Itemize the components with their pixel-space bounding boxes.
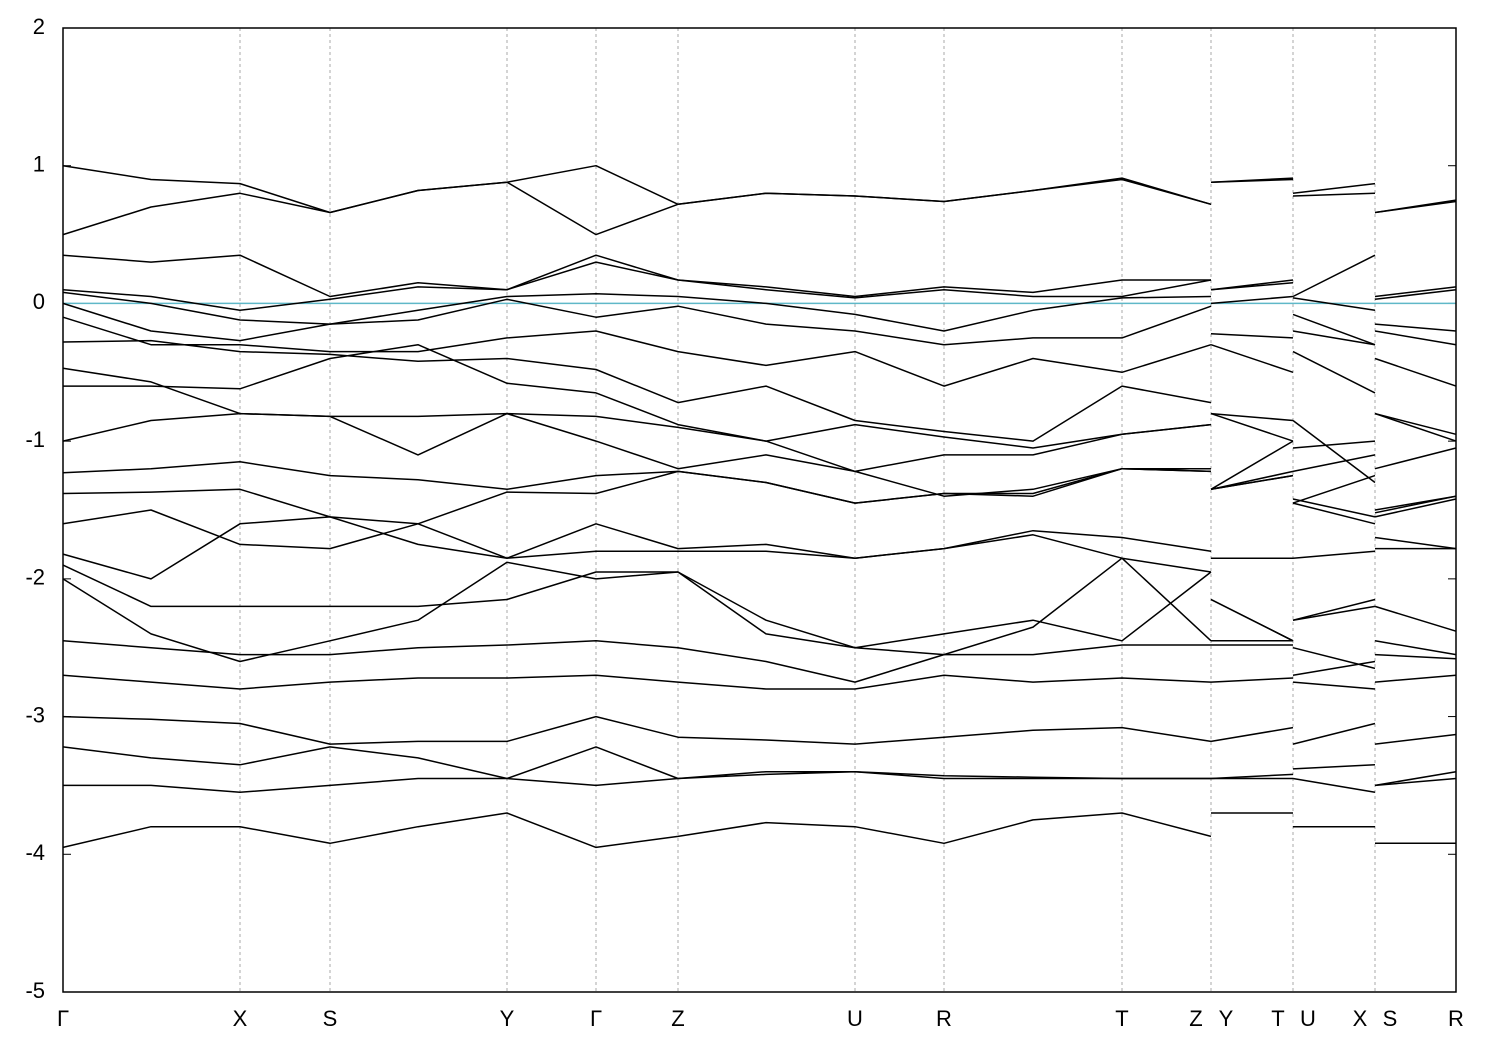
x-tick-label: Y bbox=[1219, 1006, 1234, 1031]
x-tick-label: X bbox=[233, 1006, 248, 1031]
band bbox=[63, 770, 1457, 794]
plot-frame bbox=[62, 27, 1457, 993]
x-tick-label: X bbox=[1353, 1006, 1368, 1031]
band bbox=[62, 461, 1457, 525]
band bbox=[62, 291, 1457, 346]
band bbox=[63, 343, 1457, 449]
y-tick-label: -4 bbox=[25, 840, 45, 865]
x-tick-label: Z bbox=[671, 1006, 684, 1031]
y-tick-label: 1 bbox=[33, 152, 45, 177]
y-tick-label: -2 bbox=[25, 565, 45, 590]
band bbox=[62, 339, 1457, 484]
x-tick-label: U bbox=[847, 1006, 863, 1031]
band bbox=[62, 164, 1457, 214]
y-tick-label: 2 bbox=[33, 14, 45, 39]
x-tick-label: S bbox=[323, 1006, 338, 1031]
band bbox=[62, 516, 1457, 642]
x-tick-label: T bbox=[1271, 1006, 1284, 1031]
x-tick-label: T bbox=[1115, 1006, 1128, 1031]
y-tick-label: 0 bbox=[33, 289, 45, 314]
x-tick-label: Γ bbox=[57, 1006, 69, 1031]
band bbox=[62, 261, 1457, 312]
band bbox=[62, 746, 1457, 787]
band bbox=[62, 674, 1457, 690]
x-tick-label: S bbox=[1383, 1006, 1398, 1031]
band bbox=[62, 640, 1457, 683]
y-tick-label: -3 bbox=[25, 702, 45, 727]
x-tick-label: R bbox=[1448, 1006, 1464, 1031]
band bbox=[62, 178, 1457, 236]
band bbox=[62, 557, 1457, 670]
band bbox=[62, 564, 1457, 649]
y-tick-label: -5 bbox=[25, 978, 45, 1003]
y-tick-label: -1 bbox=[25, 427, 45, 452]
band bbox=[62, 298, 1457, 346]
band bbox=[62, 812, 1456, 849]
band bbox=[62, 412, 1457, 511]
x-tick-label: Γ bbox=[590, 1006, 602, 1031]
band bbox=[62, 715, 1457, 745]
x-tick-label: Y bbox=[500, 1006, 515, 1031]
band bbox=[62, 467, 1457, 525]
x-tick-label: U bbox=[1300, 1006, 1316, 1031]
x-tick-label: R bbox=[936, 1006, 952, 1031]
band bbox=[62, 367, 1457, 490]
band bbox=[62, 509, 1456, 559]
band bbox=[62, 316, 1457, 394]
x-tick-label: Z bbox=[1189, 1006, 1202, 1031]
band bbox=[62, 254, 1457, 298]
